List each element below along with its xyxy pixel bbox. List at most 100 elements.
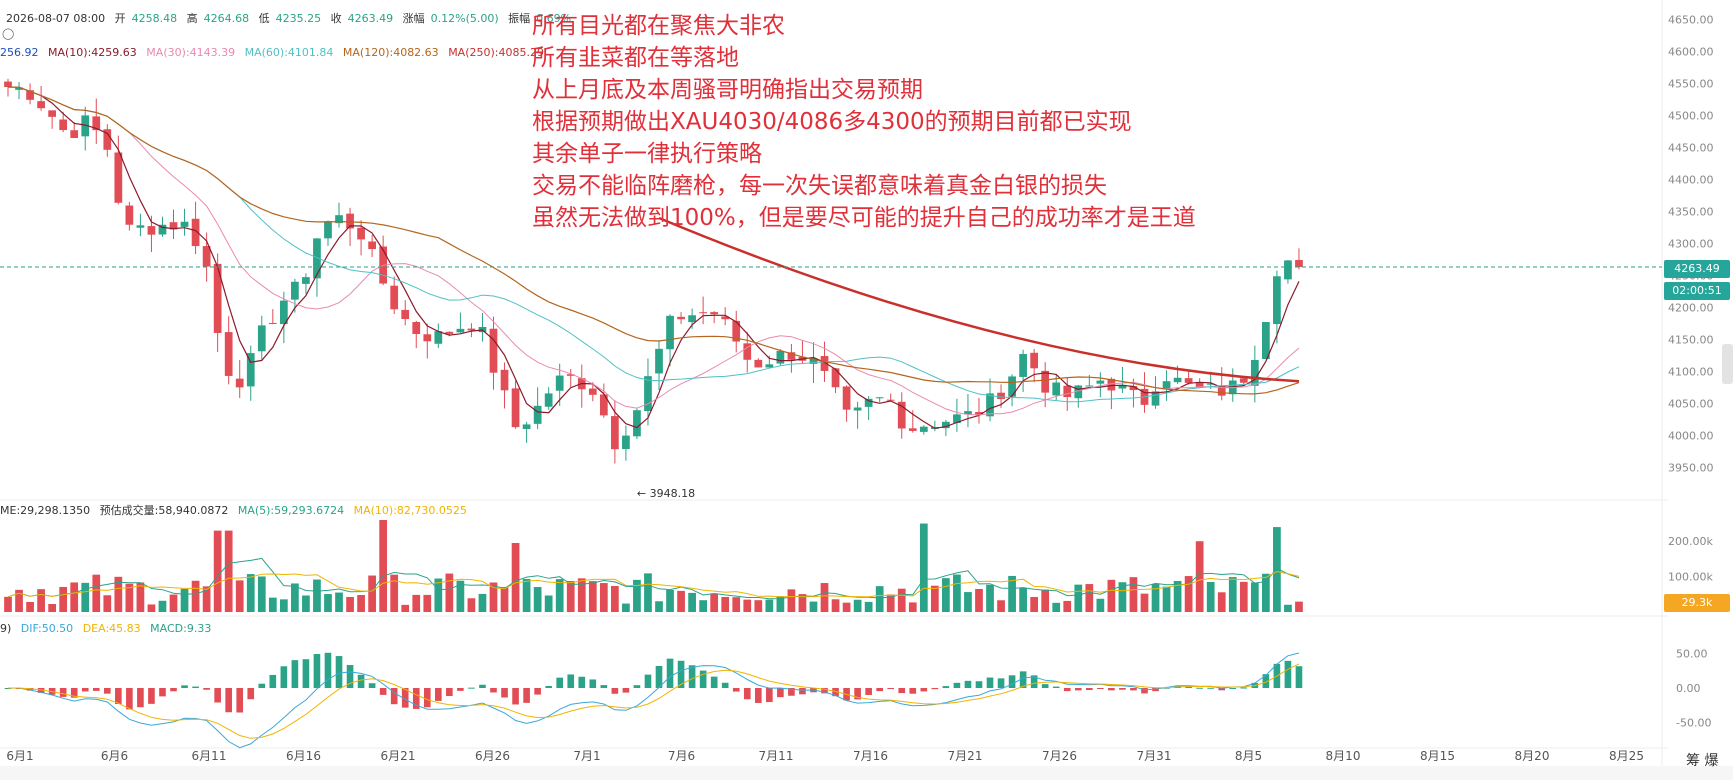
- candle-body: [346, 213, 354, 229]
- candle-body: [1173, 377, 1182, 383]
- candle-body: [213, 263, 222, 333]
- volume-bar: [1173, 580, 1182, 612]
- vol-ma10: MA(10):82,730.0525: [353, 504, 467, 517]
- volume-bar: [70, 582, 79, 612]
- volume-bar: [511, 543, 520, 612]
- annotation-text: 所有目光都在聚焦大非农 所有韭菜都在等落地 从上月底及本周骚哥明确指出交易预期 …: [532, 10, 1196, 234]
- volume-bar: [1074, 584, 1083, 612]
- candle-body: [1074, 385, 1083, 399]
- volume-bar: [908, 602, 917, 612]
- macd-histogram-bar: [1229, 687, 1237, 689]
- candle-body: [831, 368, 840, 388]
- macd-histogram-bar: [457, 688, 464, 691]
- volume-bar: [357, 595, 365, 612]
- date-axis-tick: 6月1: [6, 749, 33, 763]
- eye-icon[interactable]: ◯: [2, 27, 15, 40]
- macd-histogram-bar: [490, 688, 497, 693]
- volume-bar: [147, 604, 156, 612]
- candle-body: [997, 392, 1005, 400]
- macd-histogram-bar: [964, 680, 972, 688]
- candle-body: [1052, 382, 1061, 396]
- volume-bar: [1085, 584, 1094, 612]
- macd-histogram-bar: [1218, 688, 1226, 691]
- candle-body: [599, 394, 608, 416]
- candle-body: [4, 81, 12, 87]
- candle-body: [633, 410, 641, 437]
- candle-body: [677, 316, 685, 320]
- volume-bar: [853, 599, 862, 612]
- volume-bar: [412, 594, 421, 612]
- candle-body: [655, 348, 663, 374]
- candle-body: [1107, 378, 1116, 391]
- macd-histogram-bar: [1207, 687, 1215, 689]
- macd-histogram-bar: [523, 688, 530, 703]
- volume-bar: [478, 593, 487, 612]
- candle-body: [500, 369, 509, 391]
- vol-ma5: MA(5):59,293.6724: [237, 504, 345, 517]
- scroll-handle[interactable]: [1722, 344, 1733, 384]
- change-label: 涨幅: [402, 12, 425, 25]
- volume-bar: [964, 592, 972, 612]
- volume-bar: [4, 596, 12, 612]
- candle-body: [875, 397, 884, 399]
- macd-histogram-bar: [854, 688, 861, 700]
- price-axis-tick: 4200.00: [1668, 302, 1714, 315]
- candle-body: [1295, 260, 1303, 267]
- volume-bar: [1217, 592, 1226, 612]
- macd-histogram-bar: [721, 682, 729, 688]
- volume-bar: [26, 601, 34, 612]
- candle-body: [467, 328, 476, 331]
- candle-body: [1118, 384, 1127, 389]
- close-value: 4263.49: [347, 12, 394, 25]
- date-axis-tick: 7月21: [948, 749, 983, 763]
- volume-bar: [1107, 579, 1116, 612]
- macd-histogram-bar: [788, 688, 795, 696]
- volume-bar: [313, 579, 321, 612]
- macd-histogram-bar: [777, 688, 784, 698]
- volume-legend: ME:29,298.1350 预估成交量:58,940.0872 MA(5):5…: [0, 502, 473, 518]
- candle-body: [302, 277, 310, 284]
- volume-bar: [268, 597, 277, 612]
- macd-histogram-bar: [799, 688, 806, 695]
- ma-legend: 256.92 MA(10):4259.63 MA(30):4143.39 MA(…: [0, 46, 550, 59]
- corner-buttons[interactable]: 筹 爆: [1686, 753, 1719, 769]
- macd-histogram-bar: [346, 665, 354, 688]
- candle-body: [1162, 381, 1171, 390]
- candle-body: [191, 218, 200, 247]
- volume-bar: [599, 583, 608, 612]
- volume-bar: [1162, 586, 1171, 612]
- estimated-volume: 预估成交量:58,940.0872: [99, 504, 229, 517]
- candle-body: [279, 300, 288, 325]
- macd-histogram-bar: [1262, 674, 1270, 688]
- volume-bar: [522, 578, 531, 612]
- candle-body: [456, 328, 465, 333]
- bottom-toolbar[interactable]: [0, 766, 1733, 780]
- candle-body: [423, 334, 432, 342]
- candle-body: [953, 414, 961, 424]
- ma10-line: [7, 86, 1300, 429]
- candle-body: [1041, 370, 1050, 393]
- macd-histogram-bar: [898, 688, 906, 694]
- volume-bar: [15, 589, 23, 612]
- macd-histogram-bar: [1108, 688, 1115, 691]
- candle-body: [522, 424, 531, 429]
- low-value: 4235.25: [275, 12, 322, 25]
- volume-bar: [699, 600, 707, 612]
- volume-bar: [1273, 527, 1281, 612]
- candle-body: [566, 374, 575, 376]
- ma250-legend: MA(250):4085.29: [448, 46, 544, 59]
- volume-bar: [975, 588, 983, 612]
- annotation-line: 根据预期做出XAU4030/4086多4300的预期目前都已实现: [532, 109, 1132, 135]
- candle-body: [224, 332, 233, 376]
- macd-histogram-bar: [622, 688, 630, 693]
- annotation-line: 交易不能临阵磨枪，每一次失误都意味着真金白银的损失: [532, 173, 1107, 199]
- ma-cut-value: 256.92: [0, 46, 39, 59]
- volume-bar: [1140, 593, 1149, 612]
- volume-bar: [577, 578, 586, 612]
- volume-bar: [1184, 576, 1193, 612]
- dif-line: [7, 652, 1300, 749]
- macd-histogram-bar: [181, 685, 188, 688]
- volume-bar: [136, 582, 145, 612]
